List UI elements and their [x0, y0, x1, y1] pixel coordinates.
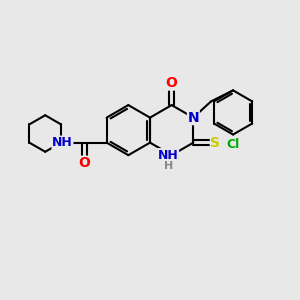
Text: NH: NH [52, 136, 73, 149]
Text: H: H [164, 161, 173, 171]
Text: N: N [188, 111, 199, 124]
Text: O: O [166, 76, 178, 90]
Text: S: S [210, 136, 220, 150]
Text: NH: NH [158, 149, 178, 162]
Text: O: O [79, 156, 91, 170]
Text: Cl: Cl [226, 138, 240, 151]
